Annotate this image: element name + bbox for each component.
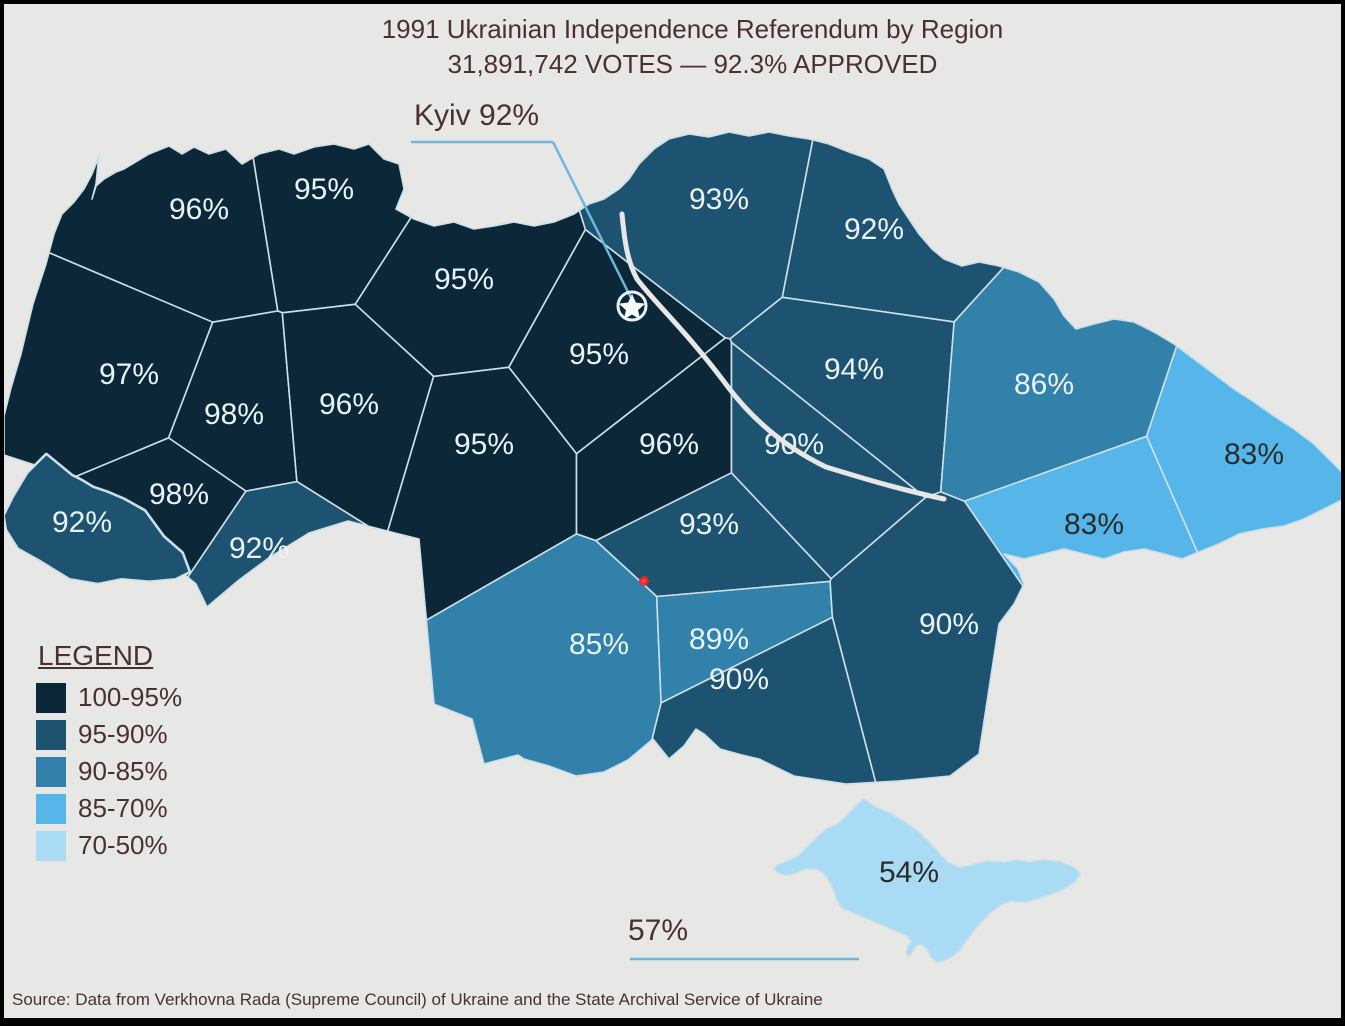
svg-text:92%: 92% [844, 213, 904, 246]
svg-text:90%: 90% [709, 663, 769, 696]
svg-text:83%: 83% [1064, 508, 1124, 541]
svg-text:97%: 97% [99, 358, 159, 391]
svg-text:93%: 93% [689, 183, 749, 216]
svg-text:89%: 89% [689, 623, 749, 656]
svg-text:85%: 85% [569, 628, 629, 661]
svg-text:95%: 95% [294, 173, 354, 206]
svg-text:93%: 93% [679, 508, 739, 541]
svg-text:96%: 96% [639, 428, 699, 461]
svg-text:90%: 90% [919, 608, 979, 641]
svg-text:95%: 95% [569, 338, 629, 371]
svg-text:83%: 83% [1224, 438, 1284, 471]
svg-text:92%: 92% [52, 506, 112, 539]
svg-text:96%: 96% [169, 193, 229, 226]
svg-text:95%: 95% [434, 263, 494, 296]
svg-text:96%: 96% [319, 388, 379, 421]
svg-text:98%: 98% [149, 478, 209, 511]
svg-text:86%: 86% [1014, 368, 1074, 401]
svg-text:98%: 98% [204, 398, 264, 431]
svg-text:92%: 92% [229, 532, 289, 565]
svg-text:54%: 54% [879, 856, 939, 889]
svg-text:95%: 95% [454, 428, 514, 461]
svg-text:94%: 94% [824, 353, 884, 386]
